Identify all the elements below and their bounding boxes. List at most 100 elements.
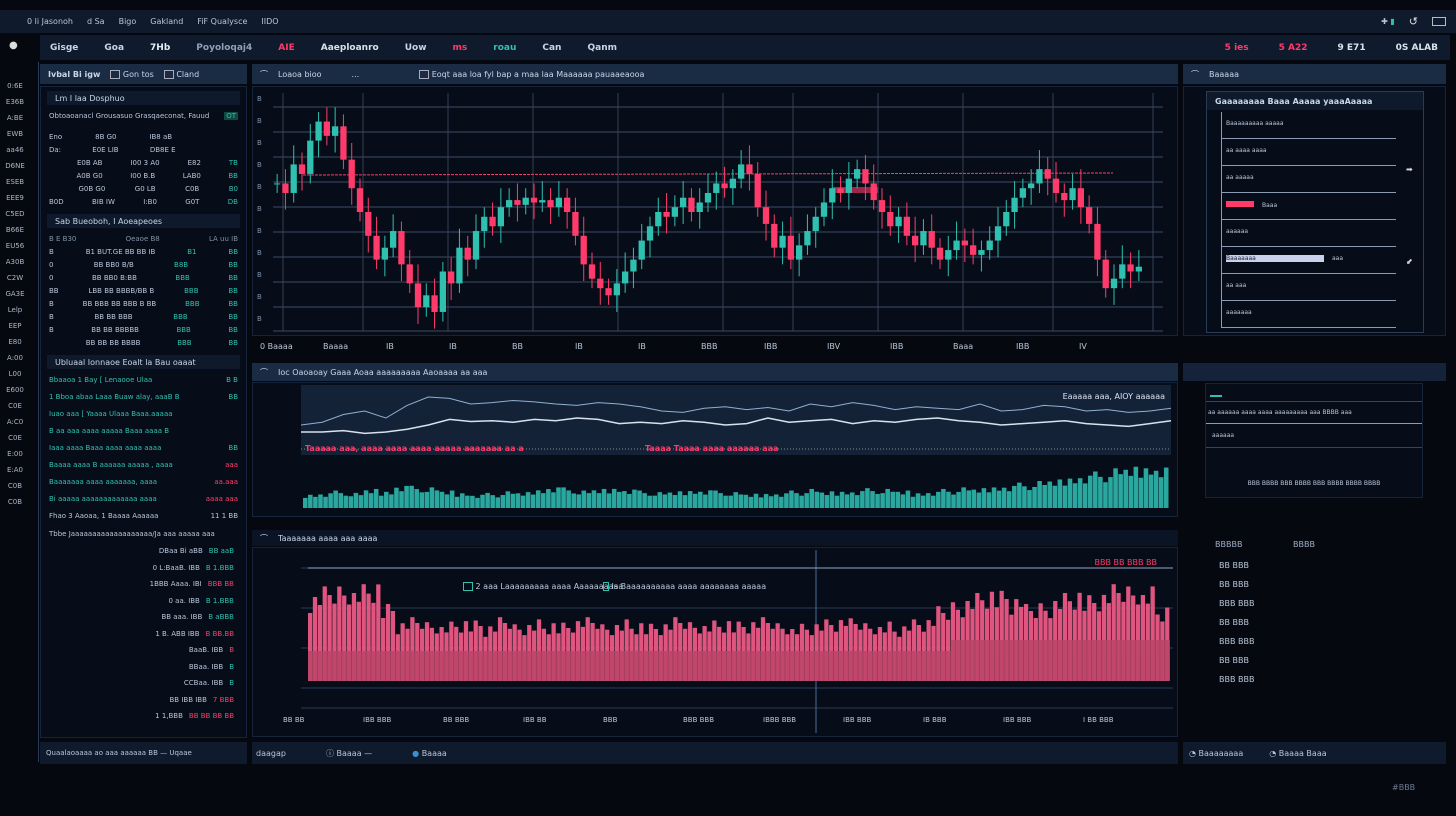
indicator-bar (1103, 482, 1108, 508)
indicator-bar (348, 496, 354, 508)
rail-item[interactable]: A:00 (7, 354, 23, 362)
rail-item[interactable]: E36B (5, 98, 25, 106)
rail-item[interactable]: Lelp (7, 306, 23, 314)
rail-item[interactable]: C0B (7, 498, 23, 506)
cursor-icon[interactable]: ⬋ (1406, 257, 1413, 266)
rail-item[interactable]: 0:6E (7, 82, 23, 90)
list-item[interactable]: aaaaaa (1222, 220, 1396, 247)
section-header[interactable]: Lm I laa Dosphuo (47, 91, 240, 105)
menu-item[interactable]: Gakland (150, 17, 184, 26)
menu-item[interactable]: IIDO (261, 17, 279, 26)
candle (1127, 264, 1134, 272)
toolbar-item[interactable]: roau (493, 42, 517, 53)
candle (829, 188, 836, 203)
rail-item[interactable]: E80 (8, 338, 22, 346)
list-item[interactable]: Iaaa aaaa Baaa aaaa aaaa aaaa BB (49, 443, 238, 452)
rail-item[interactable]: E600 (6, 386, 24, 394)
list-item[interactable]: B aa aaa aaaa aaaaa Baaa aaaa B (49, 426, 170, 435)
rail-item[interactable]: ESEB (5, 178, 25, 186)
rail-item[interactable]: A:C0 (6, 418, 24, 426)
x-tick-label: IBB BBB (363, 716, 392, 724)
list-item[interactable]: Bi aaaaa aaaaaaaaaaaaa aaaa aaaa aaa (49, 494, 238, 503)
volume-bar (342, 595, 347, 681)
status-item[interactable]: ◔ Baaaaaaaa (1189, 748, 1244, 758)
toolbar-item[interactable]: AIE (278, 42, 295, 53)
window-icon[interactable] (1432, 17, 1446, 26)
indicator-bar (399, 491, 404, 508)
section-header[interactable]: Sab Bueoboh, I Aoeapeoes (47, 214, 240, 228)
price-marker (833, 187, 878, 193)
rail-item[interactable]: EEP (8, 322, 22, 330)
rail-item[interactable]: C5ED (5, 210, 25, 218)
toolbar-item[interactable]: Goa (104, 42, 125, 53)
toolbar-item[interactable]: Aaeploanro (320, 42, 379, 53)
rail-item[interactable]: C0E (8, 402, 22, 410)
tab-gon[interactable]: Gon tos (110, 69, 154, 79)
menu-item[interactable]: FiF Qualysce (197, 17, 248, 26)
status-item[interactable]: daagap (256, 748, 286, 758)
list-item[interactable]: Baaa (1222, 193, 1396, 220)
rail-item[interactable]: E:00 (7, 450, 23, 458)
indicator-bar (1108, 477, 1113, 508)
indicator-bar (667, 492, 673, 508)
toolbar-item[interactable]: ms (452, 42, 468, 53)
rail-item[interactable]: E:A0 (6, 466, 24, 474)
menu-item[interactable]: Bigo (118, 17, 137, 26)
more-button[interactable]: ... (351, 69, 360, 79)
list-item[interactable]: Iuao aaa [ Yaaaa Ulaaa Baaa.aaaaa (49, 409, 173, 418)
list-item[interactable]: Baaaaaaaaa aaaaa (1222, 112, 1396, 139)
list-item[interactable]: aa aaaa aaaa (1222, 139, 1396, 166)
status-item[interactable]: ● Baaaa (412, 748, 447, 758)
rail-item[interactable]: EU56 (5, 242, 25, 250)
toolbar-item[interactable]: Gisge (50, 42, 79, 53)
list-item[interactable]: Baaaa aaaa B aaaaaa aaaaa , aaaa aaa (49, 460, 238, 469)
volume-chart[interactable] (253, 548, 1179, 738)
indicator-bar (1022, 486, 1027, 508)
list-item[interactable]: aaaaaaa (1222, 301, 1396, 328)
indicator-bar (318, 494, 323, 508)
rail-item[interactable]: GA3E (5, 290, 25, 298)
candlestick-chart[interactable]: B B B B B B B B B B B (253, 87, 1179, 337)
status-item[interactable]: ⓘ Baaaa — (325, 748, 373, 758)
rail-item[interactable]: aa46 (6, 146, 24, 154)
indicator-chart[interactable] (253, 383, 1179, 518)
volume-base (1038, 640, 1054, 681)
indicator-bar (692, 493, 698, 508)
list-item[interactable]: aa aaa (1222, 274, 1396, 301)
apple-icon[interactable]: ● (9, 40, 18, 51)
menu-item[interactable]: d Sa (86, 17, 105, 26)
volume-base (410, 651, 425, 681)
rail-item[interactable]: C0B (7, 482, 23, 490)
rail-item[interactable]: C0E (8, 434, 22, 442)
plus-icon[interactable]: ✚ ▮ (1381, 17, 1395, 26)
highlight-field[interactable]: Baaaaaaa (1226, 255, 1324, 262)
rail-item[interactable]: EEE9 (6, 194, 24, 202)
list-item[interactable]: Bbaaoa 1 Bay [ Lenaooe Ulaa B B (49, 375, 238, 384)
indicator-bar (758, 497, 764, 508)
toolbar-item[interactable]: Can (542, 42, 562, 53)
list-item[interactable]: aa aaaaa (1222, 166, 1396, 193)
rail-item[interactable]: B66E (5, 226, 25, 234)
rail-item[interactable]: L00 (8, 370, 22, 378)
toolbar-item[interactable]: 7Hb (150, 42, 171, 53)
toolbar-item[interactable]: Poyoloqaj4 (196, 42, 253, 53)
toolbar-item[interactable]: Qanm (587, 42, 617, 53)
indicator-bar (1148, 474, 1154, 508)
y-tick-label: B (257, 183, 262, 191)
toolbar-item[interactable]: Uow (404, 42, 427, 53)
section-header[interactable]: Ubluaal Ionnaoe Eoalt la Bau oaaat (47, 355, 240, 369)
rail-item[interactable]: EWB (6, 130, 24, 138)
arrow-icon[interactable]: ➡ (1406, 165, 1413, 174)
rail-item[interactable]: A:BE (6, 114, 24, 122)
table-row: B0D BIB IW I:B0 G0T DB (49, 197, 238, 206)
candle (854, 169, 861, 179)
rail-item[interactable]: D6NE (5, 162, 25, 170)
rail-item[interactable]: A30B (5, 258, 25, 266)
list-item[interactable]: 1 Bboa abaa Laaa Buaw alay, aaaB B BB (49, 392, 238, 401)
list-item[interactable]: Baaaaaaa aaa (1222, 247, 1396, 274)
tab-cland[interactable]: Cland (163, 69, 199, 79)
refresh-icon[interactable]: ↺ (1408, 15, 1418, 28)
status-item[interactable]: ◔ Baaaa Baaa (1269, 748, 1327, 758)
rail-item[interactable]: C2W (6, 274, 24, 282)
list-item[interactable]: Baaaaaaa aaaa aaaaaaa, aaaa aa.aaa (49, 477, 238, 486)
